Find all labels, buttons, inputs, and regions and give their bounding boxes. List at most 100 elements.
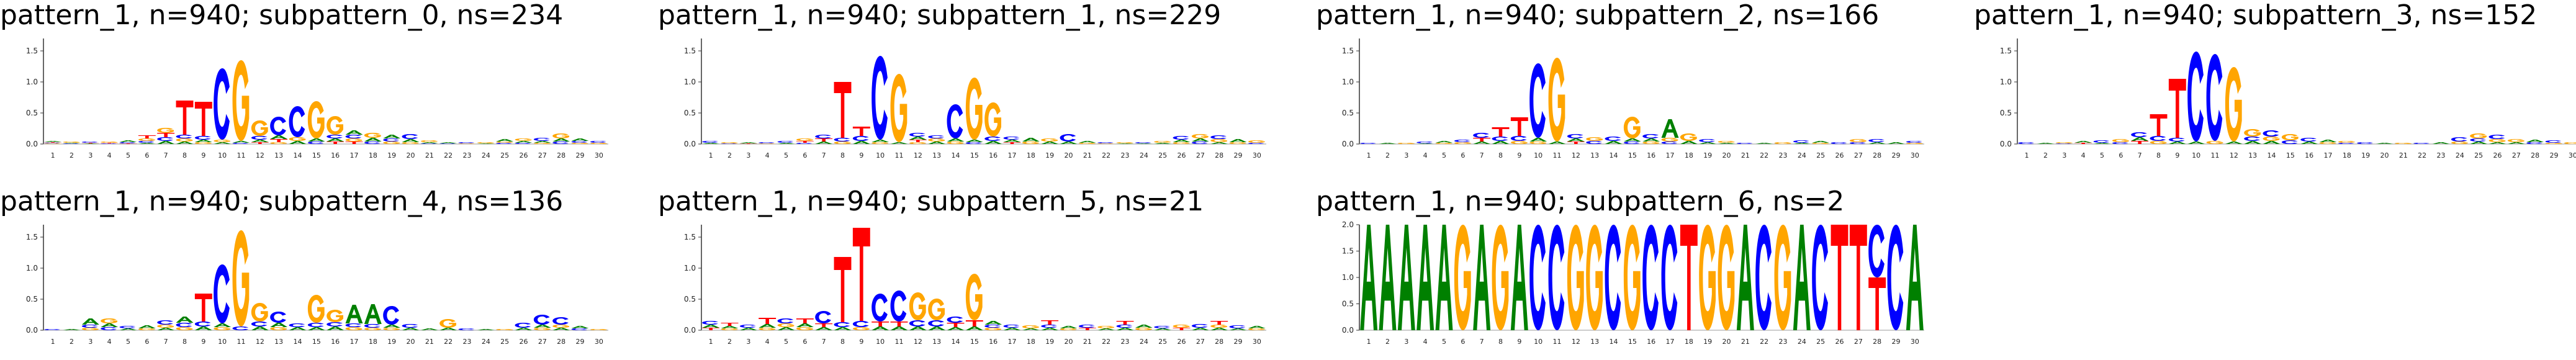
logo-letter-C [270, 117, 286, 135]
logo-letter-A [1154, 143, 1172, 144]
logo-letter-C [739, 325, 756, 328]
logo-letter-A [2225, 142, 2243, 144]
x-tick-label: 7 [822, 338, 826, 346]
logo-letter-C [2451, 137, 2467, 142]
logo-letter-A [533, 141, 551, 143]
logo-letter-T [1210, 321, 1228, 325]
logo-letter-C [420, 143, 437, 144]
logo-letter-C [834, 138, 850, 142]
logo-letter-A [420, 142, 438, 143]
x-tick-label: 17 [350, 338, 359, 346]
logo-letter-T [815, 138, 833, 142]
y-tick-label: 0.0 [1342, 140, 1354, 148]
logo-letter-A [119, 328, 137, 330]
logo-letter-T [1831, 225, 1849, 330]
y-tick-label: 1.0 [684, 264, 696, 272]
logo-letter-A [2432, 142, 2450, 144]
logo-letter-G [909, 292, 926, 320]
logo-letter-A [890, 326, 908, 330]
logo-letter-A [1642, 138, 1660, 142]
logo-letter-T [702, 328, 720, 330]
logo-letter-G [1154, 141, 1171, 143]
logo-letter-C [1793, 140, 1809, 143]
x-tick-label: 4 [765, 151, 770, 160]
logo-letter-G [1510, 141, 1528, 144]
logo-letter-A [1022, 328, 1040, 330]
logo-letter-G [176, 138, 193, 142]
x-tick-label: 6 [1461, 338, 1465, 346]
logo-letter-A [439, 328, 457, 330]
logo-letter-A [2507, 142, 2525, 144]
x-tick-label: 1 [709, 151, 713, 160]
logo-letter-A [1416, 143, 1434, 144]
logo-letter-G [327, 310, 344, 322]
y-tick-label: 1.5 [1342, 247, 1354, 256]
chart-title: pattern_1, n=940; subpattern_0, ns=234 [0, 0, 564, 31]
logo-letter-A [571, 138, 589, 141]
logo-letter-G [1097, 326, 1115, 328]
logo-letter-C [176, 135, 192, 138]
x-tick-label: 10 [876, 338, 885, 346]
logo-letter-C [965, 142, 982, 144]
x-tick-label: 3 [88, 151, 92, 160]
logo-letter-A [63, 329, 81, 330]
logo-letter-A [1135, 325, 1153, 328]
logo-letter-G [1173, 142, 1190, 144]
logo-letter-C [834, 322, 850, 327]
logo-letter-C [1003, 137, 1020, 140]
x-tick-label: 19 [387, 338, 396, 346]
logo-letter-G [2055, 142, 2073, 143]
logo-letter-C [909, 320, 925, 326]
logo-letter-C [1661, 225, 1678, 330]
logo-letter-G [1906, 143, 1923, 144]
logo-letter-C [2413, 143, 2430, 144]
logo-letter-T [1510, 117, 1528, 136]
x-tick-label: 25 [500, 338, 509, 346]
logo-letter-T [2150, 114, 2168, 136]
logo-letter-C [2055, 143, 2072, 144]
logo-letter-A [1210, 142, 1228, 144]
logo-letter-C [251, 136, 268, 140]
logo-letter-G [965, 78, 983, 140]
x-tick-label: 27 [538, 151, 547, 160]
x-tick-label: 6 [803, 338, 807, 346]
logo-letter-G [63, 142, 80, 143]
x-tick-label: 3 [1404, 338, 1408, 346]
x-tick-label: 21 [1741, 338, 1750, 346]
logo-letter-A [176, 142, 194, 144]
x-tick-label: 23 [1121, 338, 1130, 346]
logo-letter-T [2074, 143, 2092, 144]
logo-letter-C [2131, 132, 2147, 137]
logo-letter-C [63, 143, 79, 144]
x-tick-label: 13 [1590, 151, 1599, 160]
x-tick-label: 6 [803, 151, 807, 160]
y-tick-label: 0.0 [1342, 326, 1354, 335]
logo-panel: pattern_1, n=940; subpattern_5, ns=21 0.0… [658, 186, 1279, 360]
logo-letter-G [984, 328, 1002, 330]
logo-letter-C [1210, 135, 1227, 139]
x-tick-label: 23 [1779, 338, 1788, 346]
x-tick-label: 30 [595, 338, 603, 346]
logo-letter-T [1116, 321, 1134, 325]
logo-letter-G [2150, 141, 2167, 144]
x-tick-label: 11 [895, 338, 904, 346]
logo-letter-A [1041, 142, 1059, 144]
logo-letter-T [327, 142, 345, 144]
logo-letter-A [702, 325, 720, 328]
x-tick-label: 8 [1498, 151, 1503, 160]
x-tick-label: 15 [2286, 151, 2295, 160]
x-tick-label: 25 [500, 151, 509, 160]
x-tick-label: 7 [164, 338, 168, 346]
x-tick-label: 13 [1590, 338, 1599, 346]
x-tick-label: 28 [557, 338, 565, 346]
logo-letter-G [214, 140, 231, 142]
logo-letter-A [984, 321, 1002, 325]
logo-letter-A [232, 141, 250, 143]
x-tick-label: 9 [1517, 338, 1521, 346]
logo-letter-A [1793, 143, 1811, 144]
x-tick-label: 8 [182, 151, 187, 160]
x-tick-label: 18 [1685, 151, 1693, 160]
logo-letter-A [289, 327, 307, 330]
logo-letter-C [1078, 325, 1095, 328]
logo-letter-G [44, 143, 61, 144]
